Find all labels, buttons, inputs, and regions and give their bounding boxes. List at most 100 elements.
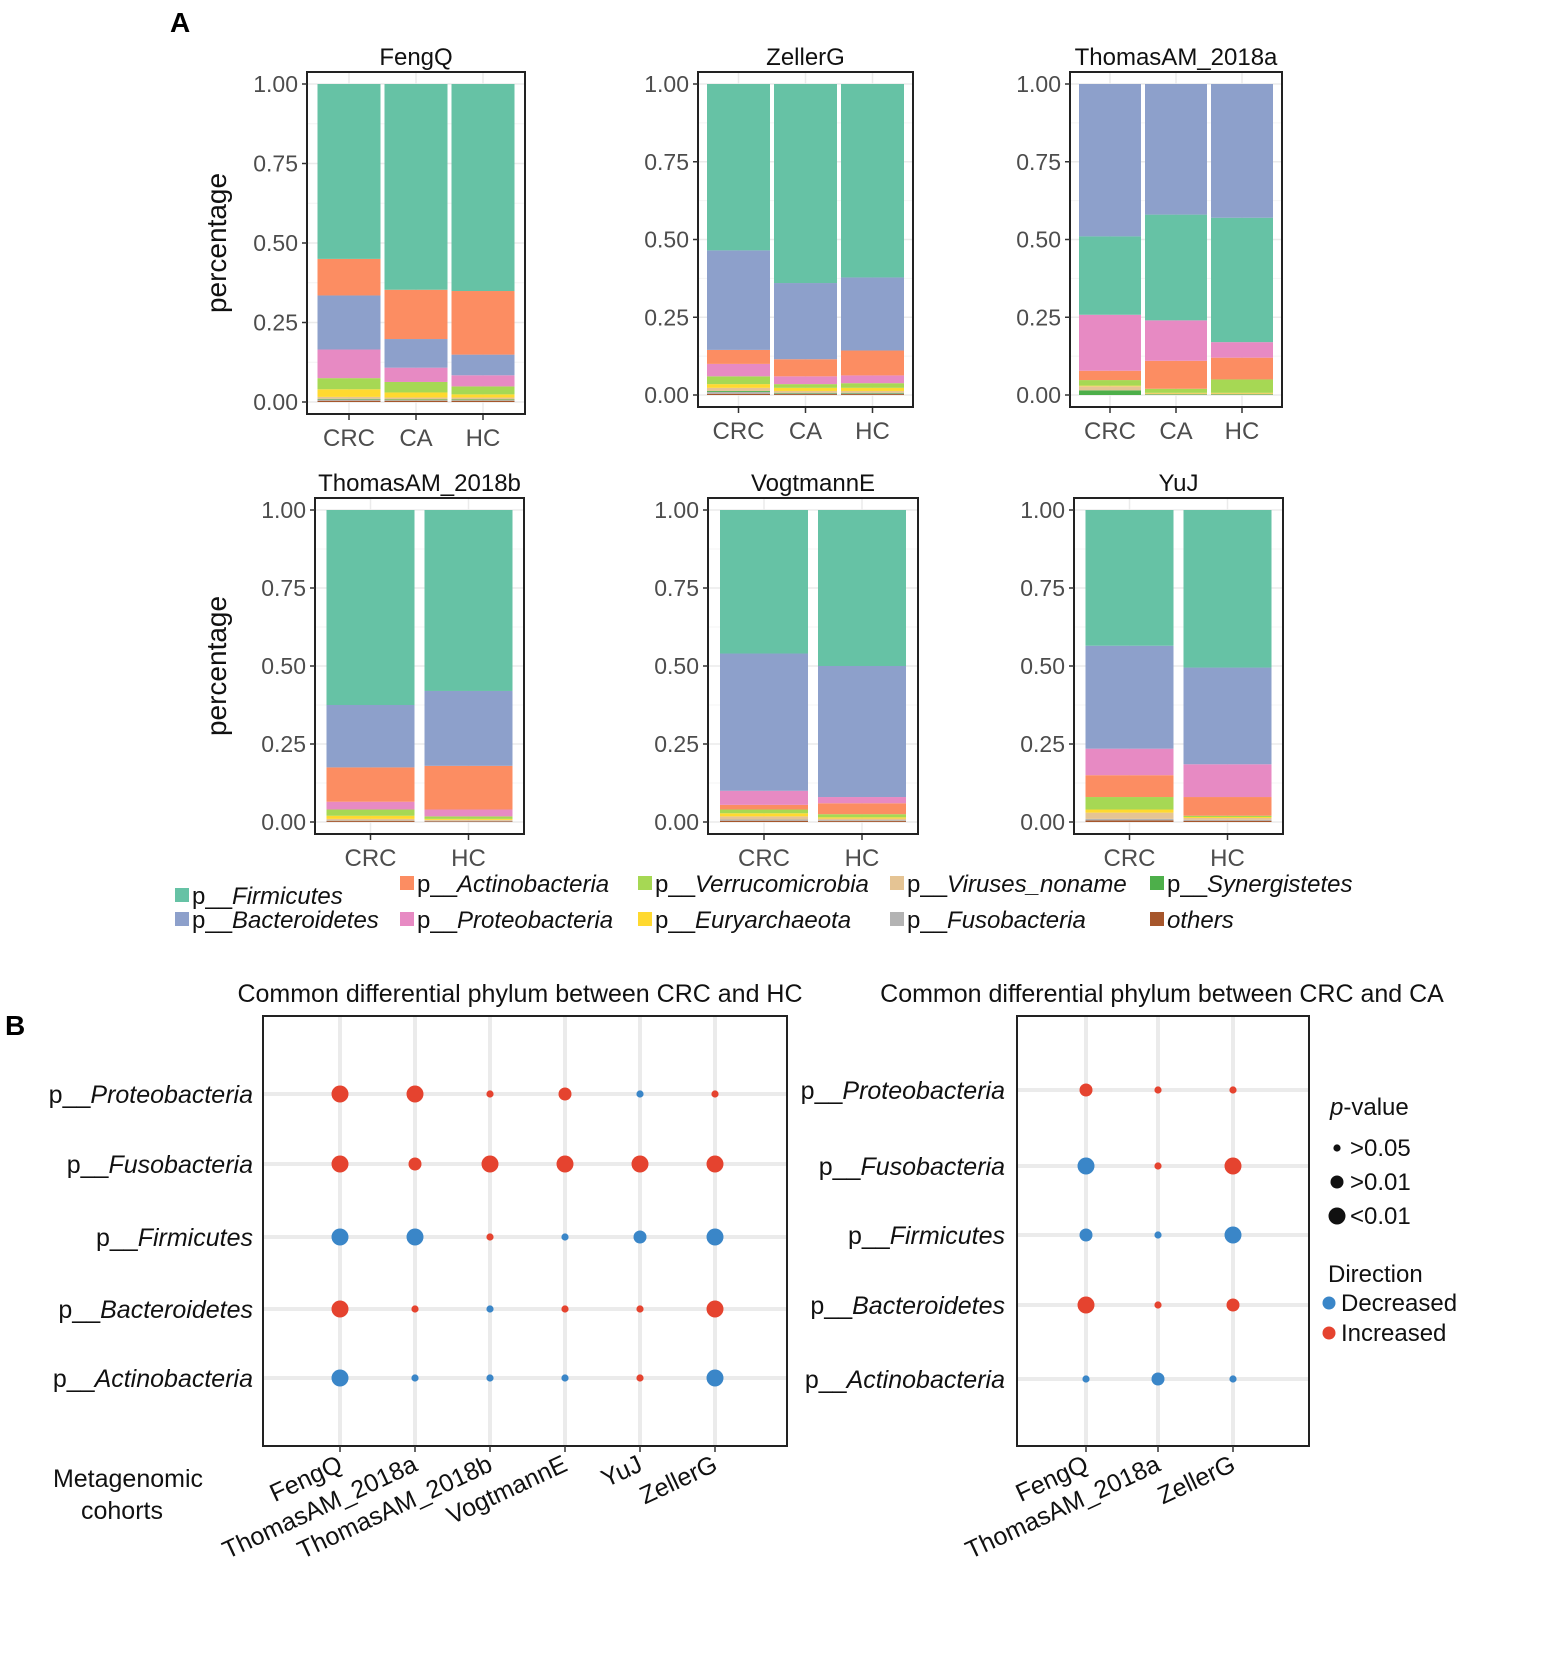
- legend-label: p__Proteobacteria: [417, 907, 613, 934]
- bar-segment-euryarchaeota: [384, 392, 448, 398]
- bar-segment-euryarchaeota: [841, 387, 904, 391]
- pvalue-title-rest: -value: [1343, 1094, 1408, 1121]
- bar-segment-actinobacteria: [424, 765, 513, 810]
- row-label: p__Firmicutes: [848, 1222, 1005, 1250]
- bar-chart-3: CRC HC 0.00 0.25 0.50 0.75 1.00 ThomasAM_2018bp…: [201, 470, 525, 872]
- bar-segment-others: [774, 394, 837, 395]
- legend-label-prefix: p__: [655, 907, 696, 934]
- y-axis-title: percentage: [201, 173, 232, 313]
- legend-item-synergistetes: p__Synergistetes: [1150, 871, 1352, 898]
- y-axis-title: percentage: [201, 596, 232, 736]
- bar-segment-euryarchaeota: [707, 384, 770, 388]
- bar-segment-others: [326, 821, 415, 822]
- bar-segment-synergistetes: [384, 399, 448, 401]
- dot-point: [331, 1085, 349, 1103]
- y-tick-label: 0.75: [1020, 575, 1065, 601]
- bar-segment-viruses: [424, 819, 513, 821]
- legend-swatch: [890, 876, 904, 890]
- bar-segment-synergistetes: [451, 399, 515, 401]
- bar-segment-firmicutes: [317, 84, 381, 259]
- y-tick-label: 0.50: [261, 653, 306, 679]
- dot-point: [556, 1155, 574, 1173]
- x-axis-title-text: Metagenomic cohorts: [53, 1465, 203, 1525]
- legend-label: p__Bacteroidetes: [192, 907, 379, 934]
- legend-label-name: Proteobacteria: [457, 907, 613, 934]
- dot-point: [411, 1305, 419, 1313]
- row-label: p__Firmicutes: [96, 1224, 253, 1252]
- y-tick-label: 0.50: [1016, 227, 1061, 253]
- dot-point: [331, 1155, 349, 1173]
- y-tick-label: 0.75: [644, 149, 689, 175]
- row-label-name: Actinobacteria: [845, 1366, 1006, 1394]
- plot-frame: [1016, 1015, 1310, 1447]
- bar-segment-viruses: [818, 818, 906, 821]
- dot-point: [1224, 1157, 1242, 1175]
- legend-label-name: Synergistetes: [1207, 871, 1352, 898]
- chart-title: Common differential phylum between CRC a…: [880, 980, 1444, 1008]
- bar-segment-viruses: [326, 818, 415, 821]
- row-label: p__Bacteroidetes: [58, 1296, 253, 1324]
- legend-label-prefix: p__: [192, 883, 233, 910]
- y-tick-label: 1.00: [253, 71, 298, 97]
- bar-segment-firmicutes: [1211, 217, 1273, 343]
- y-tick-label: 0.25: [644, 304, 689, 330]
- bar-segment-firmicutes: [1183, 510, 1272, 668]
- y-tick-label: 0.75: [654, 575, 699, 601]
- row-label-prefix: p__: [58, 1296, 101, 1324]
- legend-label-prefix: p__: [907, 871, 948, 898]
- bar-segment-fusobacteria: [707, 391, 770, 394]
- bar-segment-verrucomicrobia: [1079, 380, 1141, 386]
- legend-label: p__Viruses_noname: [907, 871, 1127, 898]
- legend-swatch: [175, 912, 189, 926]
- x-tick-label: HC: [1210, 845, 1245, 872]
- bar-segment-proteobacteria: [1211, 342, 1273, 358]
- dot-point: [1229, 1086, 1237, 1094]
- legend-swatch: [175, 888, 189, 902]
- bar-segment-proteobacteria: [451, 375, 515, 387]
- dot-point: [486, 1090, 494, 1098]
- y-tick-label: 0.75: [1016, 149, 1061, 175]
- x-tick-label: HC: [855, 418, 890, 445]
- row-label: p__Proteobacteria: [801, 1077, 1005, 1105]
- bar-segment-viruses: [451, 397, 515, 400]
- row-label-name: Bacteroidetes: [100, 1296, 253, 1324]
- direction-legend-dot: [1322, 1326, 1336, 1340]
- legend-swatch: [400, 912, 414, 926]
- dot-point: [1151, 1372, 1165, 1386]
- x-axis-title-line: cohorts: [81, 1497, 163, 1525]
- dot-point: [406, 1085, 424, 1103]
- bar-segment-fusobacteria: [384, 400, 448, 401]
- dot-point: [411, 1374, 419, 1382]
- row-label-name: Proteobacteria: [90, 1081, 253, 1109]
- bar-segment-actinobacteria: [451, 291, 515, 355]
- bar-chart-4: CRC HC 0.00 0.25 0.50 0.75 1.00 VogtmannE: [654, 470, 919, 872]
- dot-point: [486, 1305, 494, 1313]
- bar-segment-verrucomicrobia: [451, 386, 515, 395]
- row-label-name: Actinobacteria: [93, 1365, 254, 1393]
- legend-swatch: [638, 876, 652, 890]
- x-tick-label: CA: [1159, 418, 1192, 445]
- bar-segment-bacteroidetes: [424, 690, 513, 766]
- legend-item-others: others: [1150, 907, 1234, 934]
- legend-label-name: Viruses_noname: [947, 871, 1127, 898]
- direction-legend-label: Increased: [1341, 1320, 1446, 1347]
- bar-segment-verrucomicrobia: [707, 376, 770, 385]
- bar-segment-actinobacteria: [1183, 797, 1272, 816]
- row-label-prefix: p__: [53, 1365, 96, 1393]
- dot-point: [1226, 1298, 1240, 1312]
- pvalue-legend-title: p-value: [1329, 1094, 1409, 1121]
- bar-segment-actinobacteria: [384, 289, 448, 340]
- bar-segment-bacteroidetes: [774, 283, 837, 360]
- bar-segment-proteobacteria: [1183, 764, 1272, 798]
- legend-label: others: [1167, 907, 1234, 934]
- row-label: p__Actinobacteria: [805, 1366, 1005, 1394]
- legend-label-name: Firmicutes: [232, 883, 343, 910]
- dot-point: [331, 1300, 349, 1318]
- bar-segment-actinobacteria: [774, 359, 837, 377]
- bar-segment-proteobacteria: [1145, 320, 1207, 361]
- bar-segment-fusobacteria: [1183, 819, 1272, 821]
- dot-point: [1154, 1301, 1162, 1309]
- y-tick-label: 1.00: [644, 71, 689, 97]
- dot-point: [558, 1087, 572, 1101]
- bar-segment-euryarchaeota: [451, 394, 515, 398]
